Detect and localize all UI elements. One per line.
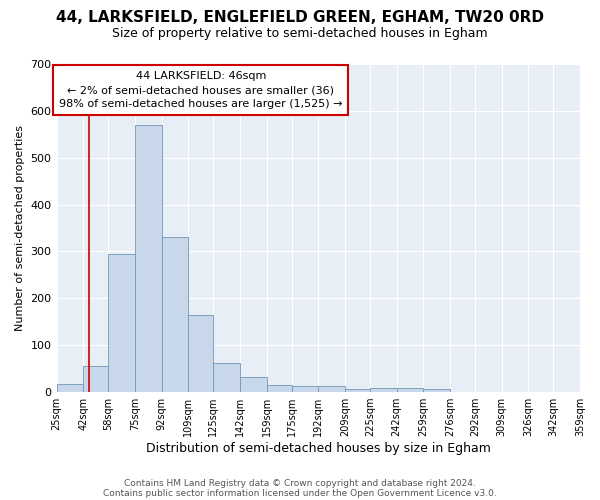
Bar: [292, 386, 318, 392]
Bar: [135, 125, 161, 392]
Y-axis label: Number of semi-detached properties: Number of semi-detached properties: [15, 125, 25, 331]
Bar: [266, 384, 292, 392]
Bar: [161, 238, 188, 392]
Text: 44 LARKSFIELD: 46sqm
← 2% of semi-detached houses are smaller (36)
98% of semi-d: 44 LARKSFIELD: 46sqm ← 2% of semi-detach…: [59, 71, 343, 109]
Text: Size of property relative to semi-detached houses in Egham: Size of property relative to semi-detach…: [112, 28, 488, 40]
Bar: [423, 390, 450, 392]
Bar: [83, 366, 108, 392]
Bar: [188, 314, 213, 392]
Bar: [397, 388, 423, 392]
Bar: [213, 363, 240, 392]
Bar: [345, 390, 370, 392]
Bar: [240, 377, 266, 392]
Text: Contains public sector information licensed under the Open Government Licence v3: Contains public sector information licen…: [103, 488, 497, 498]
Bar: [318, 386, 345, 392]
Bar: [56, 384, 83, 392]
Bar: [108, 254, 135, 392]
Text: Contains HM Land Registry data © Crown copyright and database right 2024.: Contains HM Land Registry data © Crown c…: [124, 478, 476, 488]
Bar: [370, 388, 397, 392]
Text: 44, LARKSFIELD, ENGLEFIELD GREEN, EGHAM, TW20 0RD: 44, LARKSFIELD, ENGLEFIELD GREEN, EGHAM,…: [56, 10, 544, 25]
X-axis label: Distribution of semi-detached houses by size in Egham: Distribution of semi-detached houses by …: [146, 442, 491, 455]
